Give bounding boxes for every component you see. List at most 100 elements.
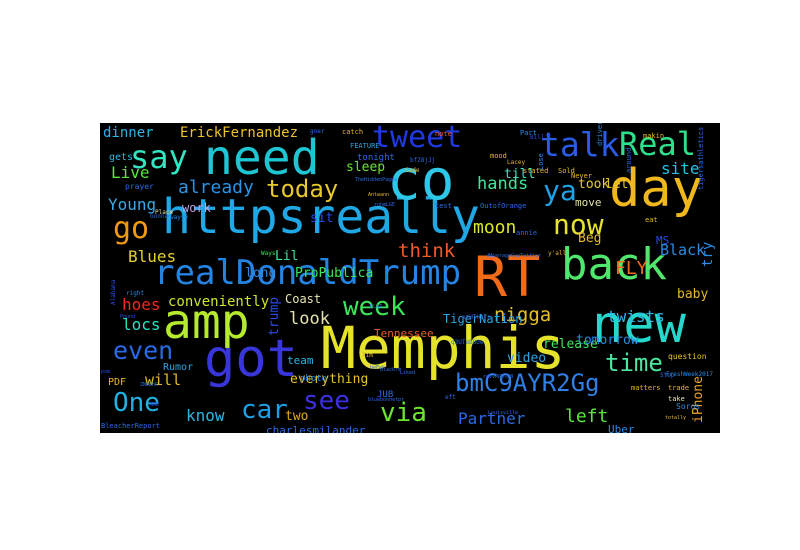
word: ProPublica (295, 266, 374, 281)
word: gets (109, 152, 134, 163)
word: totally (665, 415, 687, 421)
word: Place (155, 209, 174, 216)
word: Alabama (110, 279, 117, 305)
word: goer (310, 128, 325, 135)
word: TheHiddenPages (355, 177, 398, 183)
word: tigersathletics (697, 126, 705, 190)
word: Ways (261, 250, 276, 257)
word: realDonaldTrump (154, 253, 462, 293)
word: blackrm (380, 367, 402, 373)
word: One (113, 388, 160, 418)
word: prayer (125, 182, 154, 191)
word: tweet (372, 123, 463, 155)
word: conveniently (168, 294, 270, 310)
word: Gonna (150, 213, 169, 220)
word: Never (571, 172, 593, 180)
word: baby (677, 287, 709, 302)
word: matters (631, 384, 661, 392)
word: trump (267, 296, 282, 336)
word: till (504, 167, 536, 182)
word: locs (122, 315, 161, 334)
word: time (605, 349, 663, 377)
word: note (435, 130, 452, 138)
word: moon (473, 217, 517, 238)
word: look (289, 309, 330, 329)
word: dinner (103, 125, 154, 141)
word: Sold (558, 167, 575, 175)
word: Cade (405, 167, 420, 174)
word: bmC9AYR2Gg (455, 369, 600, 397)
word: iPhone (691, 376, 706, 423)
word: day (609, 159, 703, 219)
word: need (204, 130, 320, 186)
word: left (565, 406, 609, 427)
word: Lacey (507, 159, 526, 166)
word: twists (607, 307, 665, 326)
word: tonight (357, 153, 395, 163)
word: FLY (615, 258, 648, 279)
word: eat (645, 216, 658, 224)
word: MS (656, 234, 670, 247)
word: #AverageGuyTwitter (487, 253, 542, 259)
word: trade (668, 384, 690, 392)
word: Part (520, 129, 537, 137)
word: take (668, 395, 685, 403)
word: two (285, 409, 309, 424)
word: hands (477, 174, 529, 194)
word: talk (540, 125, 620, 164)
word: today (266, 175, 339, 203)
word: nigga (494, 304, 552, 326)
word: heFuk (370, 365, 386, 371)
word: Beg (578, 231, 602, 246)
word: amp (163, 294, 250, 350)
word: Blues (128, 247, 177, 266)
word: Memphis (321, 314, 566, 382)
word-cloud: Memphis httpsreally need co day RT amp n… (100, 123, 720, 433)
word: annie (516, 229, 538, 237)
word: RT (474, 245, 541, 309)
word: JUB (377, 390, 394, 400)
word: tomorrow (576, 333, 639, 348)
word: bfZ8jJj (410, 157, 436, 164)
word: work (182, 201, 211, 215)
word: Live (111, 163, 150, 182)
word: bluebonnetpr (368, 397, 405, 403)
word: let (605, 177, 629, 192)
word: say (130, 138, 188, 176)
word: Lil (275, 249, 299, 264)
word: via (380, 398, 427, 428)
word: Black (660, 241, 706, 259)
word: question (668, 352, 707, 361)
word: Coast (285, 292, 322, 306)
word: rohmLGE (374, 202, 396, 208)
word: Pound (120, 314, 136, 320)
word: Partner (458, 409, 526, 428)
word: httpsreally (162, 189, 480, 245)
word: video (507, 351, 547, 366)
word: sleep (346, 160, 386, 175)
word: test (435, 202, 452, 210)
word: makin (643, 132, 665, 140)
word: Tennessee (374, 327, 434, 340)
word: Liked (400, 370, 416, 376)
word: know (186, 406, 225, 425)
word: Louisville (488, 410, 519, 416)
word: try (700, 241, 716, 267)
word: ZNmBhR (140, 382, 159, 388)
word: eft (445, 394, 456, 401)
word: stated (523, 167, 549, 175)
word: PLAT (370, 304, 383, 310)
word: got (204, 329, 298, 389)
word: long (245, 266, 277, 281)
word: BleacherReport (101, 422, 161, 430)
word: release (543, 337, 598, 352)
word: even (113, 336, 174, 365)
word: FEATURE (350, 142, 380, 150)
word: charlesmilander (266, 424, 366, 433)
word: Antwann (368, 192, 390, 198)
word: y'all (548, 250, 567, 257)
word: OutofOrange (480, 202, 527, 210)
word: car (241, 395, 288, 425)
word: q3UTeb8Oe (451, 339, 484, 346)
word: Rumor (163, 362, 194, 373)
